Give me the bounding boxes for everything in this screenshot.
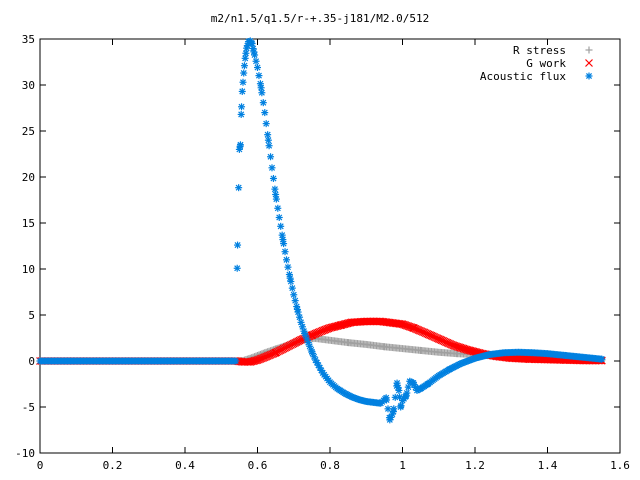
- data-point: [267, 153, 275, 161]
- data-point: [233, 264, 241, 272]
- x-tick-label: 1: [399, 459, 406, 472]
- data-point: [294, 308, 302, 316]
- data-point: [234, 241, 242, 249]
- data-point: [271, 185, 279, 193]
- legend-marker: [585, 46, 593, 54]
- data-point: [395, 386, 403, 394]
- data-point: [252, 57, 260, 65]
- x-tick-label: 0.8: [320, 459, 340, 472]
- data-point: [250, 356, 259, 365]
- x-axis: 0 0.2 0.4 0.6 0.8 1 1.2 1.4 1.6: [37, 39, 630, 472]
- legend-marker: [585, 59, 593, 67]
- data-point: [254, 64, 261, 72]
- data-point: [388, 410, 396, 418]
- data-point: [287, 278, 295, 286]
- data-point: [232, 357, 240, 365]
- data-point: [241, 54, 249, 62]
- chart-title: m2/n1.5/q1.5/r-+.35-j181/M2.0/512: [211, 12, 430, 25]
- y-tick-label: 35: [22, 33, 35, 46]
- data-point: [275, 213, 283, 221]
- data-point: [235, 184, 243, 192]
- data-point: [238, 87, 246, 95]
- x-tick-label: 1.4: [538, 459, 558, 472]
- data-point: [264, 136, 272, 144]
- data-point: [384, 405, 392, 413]
- x-tick-label: 0.2: [103, 459, 123, 472]
- data-point: [239, 78, 247, 86]
- data-point: [257, 84, 265, 92]
- data-point: [237, 110, 245, 118]
- data-point: [265, 142, 273, 150]
- data-point: [404, 383, 412, 391]
- x-tick-label: 1.2: [465, 459, 485, 472]
- data-point: [272, 190, 280, 198]
- data-point: [598, 355, 606, 363]
- y-axis: -10 -5 0 5 10 15 20 25 30 35: [15, 33, 620, 460]
- y-tick-label: 10: [22, 263, 35, 276]
- data-point: [462, 345, 471, 354]
- data-point: [251, 51, 259, 59]
- data-point: [397, 320, 405, 328]
- y-tick-label: 0: [28, 355, 35, 368]
- data-point: [238, 103, 246, 111]
- x-tick-label: 0.4: [175, 459, 195, 472]
- data-point: [259, 99, 267, 107]
- x-tick-label: 1.6: [610, 459, 630, 472]
- data-point: [390, 405, 398, 413]
- data-point: [255, 72, 263, 80]
- legend-label: G work: [526, 57, 566, 70]
- data-point: [397, 402, 405, 410]
- data-point: [274, 204, 282, 212]
- y-tick-label: 30: [22, 79, 35, 92]
- legend-label: Acoustic flux: [480, 70, 566, 83]
- data-point: [281, 248, 289, 256]
- y-tick-label: -5: [22, 401, 35, 414]
- y-tick-label: 25: [22, 125, 35, 138]
- data-point: [296, 313, 304, 321]
- y-tick-label: -10: [15, 447, 35, 460]
- plot-frame: [39, 38, 621, 454]
- series-layer: [36, 37, 606, 424]
- data-point: [262, 120, 270, 128]
- data-point: [240, 69, 248, 77]
- data-point: [240, 62, 248, 70]
- data-point: [264, 131, 272, 139]
- data-point: [383, 396, 391, 404]
- data-point: [277, 222, 285, 230]
- y-tick-label: 5: [28, 309, 35, 322]
- data-point: [280, 240, 288, 248]
- data-point: [261, 109, 269, 117]
- data-point: [269, 174, 277, 182]
- data-point: [258, 89, 266, 97]
- series-2: [36, 37, 606, 424]
- y-tick-label: 20: [22, 171, 35, 184]
- y-tick-label: 15: [22, 217, 35, 230]
- data-point: [291, 297, 299, 305]
- legend-label: R stress: [513, 44, 566, 57]
- data-point: [284, 263, 292, 271]
- x-tick-label: 0.6: [248, 459, 268, 472]
- data-point: [242, 49, 250, 57]
- x-tick-label: 0: [37, 459, 44, 472]
- data-point: [288, 284, 296, 292]
- data-point: [268, 164, 276, 172]
- data-point: [283, 256, 290, 264]
- legend-marker: [585, 72, 593, 80]
- data-point: [278, 231, 286, 239]
- data-point: [236, 141, 244, 149]
- data-point: [272, 195, 280, 203]
- data-point: [290, 291, 298, 299]
- data-point: [393, 379, 401, 387]
- data-point: [403, 389, 411, 397]
- data-point: [248, 40, 256, 48]
